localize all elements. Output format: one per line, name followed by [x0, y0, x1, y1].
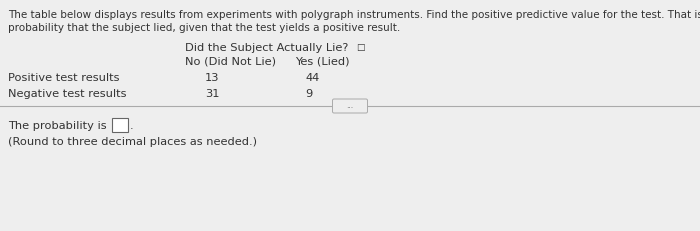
- Text: Negative test results: Negative test results: [8, 89, 127, 99]
- Text: 31: 31: [205, 89, 220, 99]
- Text: ...: ...: [346, 101, 354, 110]
- Text: Positive test results: Positive test results: [8, 73, 120, 83]
- Text: The probability is: The probability is: [8, 121, 106, 131]
- Text: Did the Subject Actually Lie?: Did the Subject Actually Lie?: [185, 43, 349, 53]
- Text: (Round to three decimal places as needed.): (Round to three decimal places as needed…: [8, 137, 257, 147]
- Text: 44: 44: [305, 73, 319, 83]
- Text: Yes (Lied): Yes (Lied): [295, 57, 349, 67]
- Text: probability that the subject lied, given that the test yields a positive result.: probability that the subject lied, given…: [8, 23, 400, 33]
- Text: □: □: [356, 43, 365, 52]
- Text: .: .: [130, 121, 134, 131]
- Text: 13: 13: [205, 73, 220, 83]
- Text: The table below displays results from experiments with polygraph instruments. Fi: The table below displays results from ex…: [8, 10, 700, 20]
- FancyBboxPatch shape: [332, 99, 368, 113]
- Bar: [112, 118, 128, 132]
- Text: No (Did Not Lie): No (Did Not Lie): [185, 57, 276, 67]
- Text: 9: 9: [305, 89, 312, 99]
